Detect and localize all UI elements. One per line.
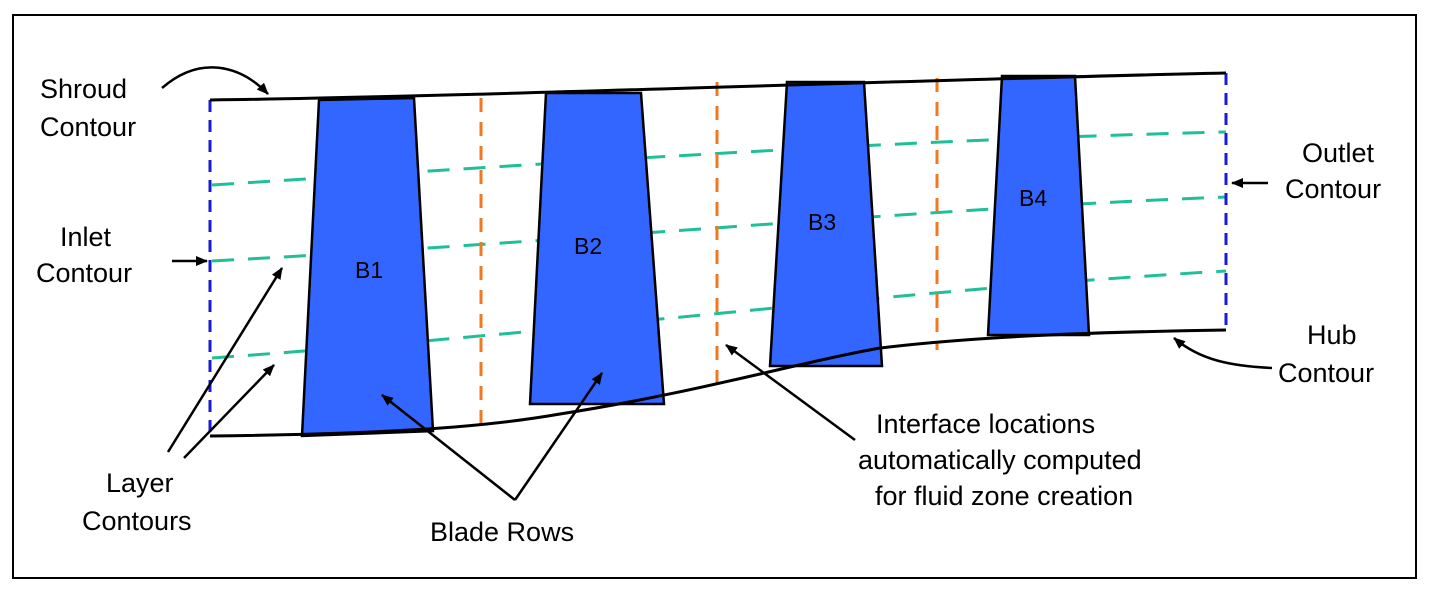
hub-label-line1: Hub: [1307, 320, 1357, 350]
boundary-lines: [208, 73, 1228, 436]
blade-b1: [300, 96, 435, 438]
blade-rows-label: Blade Rows: [430, 517, 574, 547]
layer-label-line2: Contours: [82, 506, 192, 536]
outlet-label-line1: Outlet: [1302, 138, 1375, 168]
layer-arrow-1: [166, 267, 284, 453]
blade-arrow-1: [381, 394, 516, 501]
diagram-frame: [12, 14, 1417, 579]
blade-b3: [768, 80, 884, 368]
hub-label-line2: Contour: [1278, 358, 1374, 388]
inlet-label-line1: Inlet: [60, 222, 112, 252]
hub-contour-line: [209, 328, 1227, 438]
blade-label-b2: B2: [574, 233, 602, 259]
shroud-contour-line: [209, 71, 1227, 102]
blade-label-b1: B1: [355, 257, 383, 283]
shroud-arrow: [161, 66, 269, 95]
hub-arrow: [1173, 337, 1273, 370]
inlet-label-line2: Contour: [36, 258, 132, 288]
blade-rows-group: [300, 74, 1091, 438]
shroud-label-line2: Contour: [40, 112, 136, 142]
interface-label-line2: automatically computed: [858, 445, 1142, 475]
outlet-label-line2: Contour: [1285, 174, 1381, 204]
blade-b2: [528, 91, 666, 406]
annotation-arrows: [161, 66, 1273, 501]
interface-arrow: [725, 343, 856, 442]
layer-arrow-2: [183, 364, 275, 459]
blade-label-b4: B4: [1019, 185, 1047, 211]
shroud-label-line1: Shroud: [40, 74, 127, 104]
blade-arrow-2: [513, 372, 604, 501]
interface-label-line3: for fluid zone creation: [875, 481, 1133, 511]
blade-label-b3: B3: [808, 209, 836, 235]
interface-label-line1: Interface locations: [876, 409, 1095, 439]
layer-label-line1: Layer: [106, 468, 174, 498]
outline-contours: [209, 71, 1227, 438]
interface-lines: [479, 78, 939, 427]
